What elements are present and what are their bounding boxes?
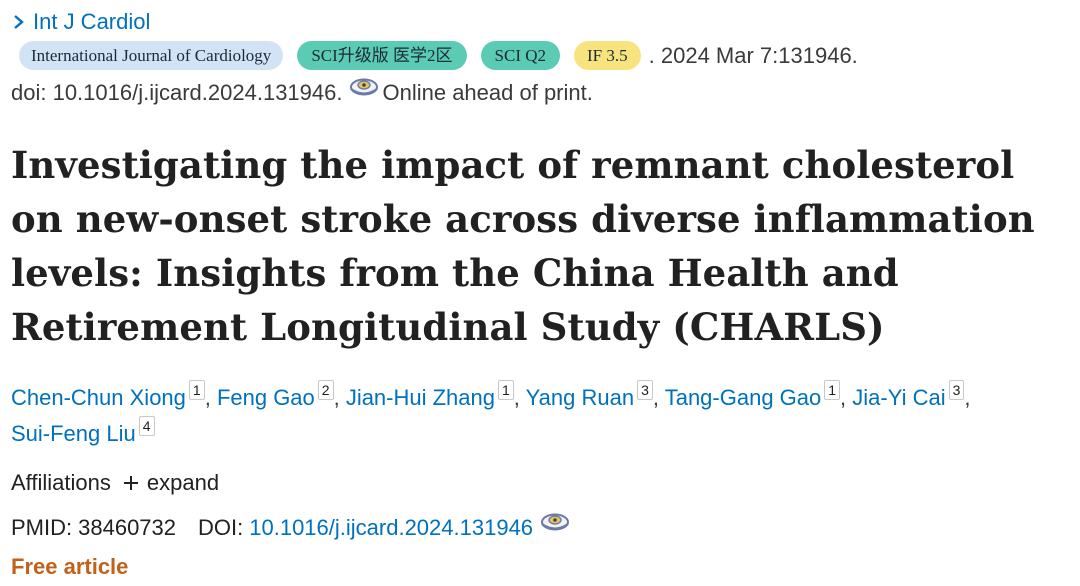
expand-button[interactable]: expand [121,470,219,496]
doi-link[interactable]: 10.1016/j.ijcard.2024.131946 [249,515,534,540]
pmid-label: PMID: [11,515,73,540]
author-item: Sui-Feng Liu 4 [11,415,155,446]
article-identifiers: PMID: 38460732 DOI: 10.1016/j.ijcard.202… [11,513,573,541]
sci-upgrade-badge[interactable]: SCI升级版 医学2区 [297,41,467,70]
author-item: Jia-Yi Cai 3 [852,379,965,410]
affiliations-toggle: Affiliations expand [11,470,219,496]
author-item: Jian-Hui Zhang 1 [345,379,514,410]
impact-factor-badge[interactable]: IF 3.5 [574,41,641,70]
author-name[interactable]: Yang Ruan [525,385,635,410]
plus-icon [123,476,138,490]
pmid-value: 38460732 [78,515,177,540]
author-item: Yang Ruan 3 [525,379,653,410]
eye-icon[interactable] [539,511,571,533]
affiliation-number[interactable]: 4 [138,415,155,436]
author-name[interactable]: Sui-Feng Liu [11,421,136,446]
affiliation-number[interactable]: 3 [637,379,653,400]
article-title: Investigating the impact of remnant chol… [11,143,1035,349]
author-name[interactable]: Jian-Hui Zhang [345,385,495,410]
eye-icon[interactable] [348,76,380,98]
doi-text: doi: 10.1016/j.ijcard.2024.131946. [11,80,343,105]
author-name[interactable]: Tang-Gang Gao [664,385,822,410]
author-name[interactable]: Feng Gao [216,385,315,410]
doi-label: DOI: [198,515,244,540]
free-article-label: Free article [11,554,129,579]
author-item: Chen-Chun Xiong 1 [11,379,205,410]
sci-quartile-badge[interactable]: SCI Q2 [480,41,561,70]
author-name[interactable]: Jia-Yi Cai [852,385,946,410]
author-item: Tang-Gang Gao 1 [664,379,841,410]
affiliation-number[interactable]: 1 [188,379,205,400]
author-item: Feng Gao 2 [216,379,334,410]
online-status: Online ahead of print. [382,80,593,105]
affiliations-label: Affiliations [11,470,111,495]
journal-name-badge[interactable]: International Journal of Cardiology [19,41,284,70]
expand-label[interactable]: expand [146,470,220,495]
journal-abbrev[interactable]: Int J Cardiol [33,9,151,34]
chevron-right-icon [14,15,24,29]
affiliation-number[interactable]: 1 [498,379,514,400]
journal-link[interactable]: Int J Cardiol [11,9,150,35]
affiliation-number[interactable]: 2 [317,379,334,400]
publication-date: . 2024 Mar 7:131946. [648,42,858,68]
doi-line: doi: 10.1016/j.ijcard.2024.131946. Onlin… [11,78,593,106]
authors-list: Chen-Chun Xiong 1, Feng Gao 2, Jian-Hui Zh… [11,379,971,446]
affiliation-number[interactable]: 3 [948,379,965,400]
affiliation-number[interactable]: 1 [824,379,841,400]
journal-badges: International Journal of Cardiology SCI升… [19,41,858,70]
author-name[interactable]: Chen-Chun Xiong [11,385,186,410]
